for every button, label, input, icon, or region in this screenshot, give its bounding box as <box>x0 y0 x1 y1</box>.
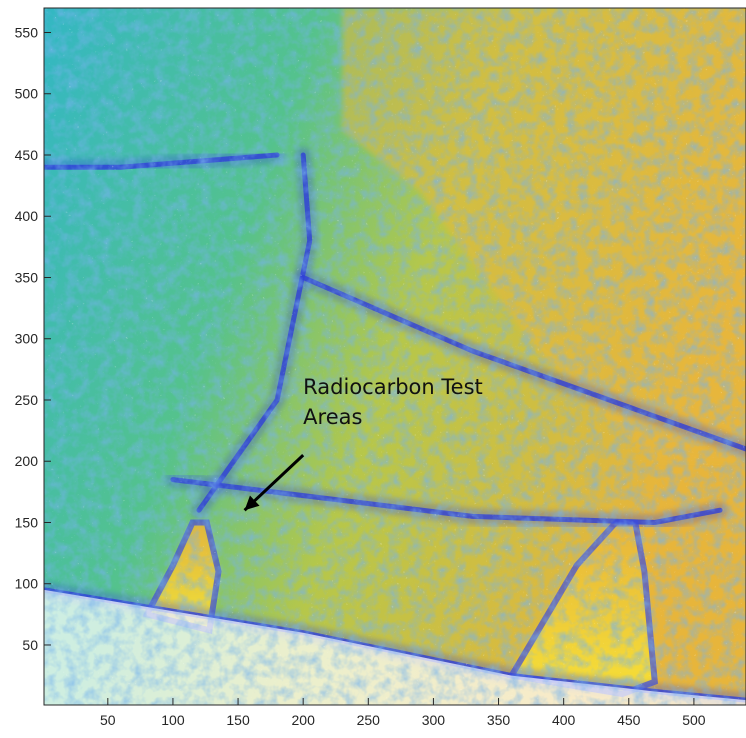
y-tick-label: 200 <box>15 453 39 469</box>
axes: 50 100 150 200 250 300 350 400 450 500 50 100 150 200… <box>15 7 746 728</box>
x-tick-label: 450 <box>617 712 641 728</box>
plot-area <box>44 8 746 705</box>
x-tick-label: 400 <box>552 712 576 728</box>
y-tick-label: 350 <box>15 269 39 285</box>
annotation-text-line: Radiocarbon Test <box>303 375 483 399</box>
x-tick-label: 150 <box>226 712 250 728</box>
y-tick-label: 450 <box>15 147 39 163</box>
y-tick-label: 150 <box>15 514 39 530</box>
y-tick-label: 500 <box>15 86 39 102</box>
y-tick-label: 300 <box>15 331 39 347</box>
x-tick-label: 350 <box>487 712 511 728</box>
y-tick-label: 100 <box>15 576 39 592</box>
x-tick-label: 500 <box>682 712 706 728</box>
y-tick-label: 250 <box>15 392 39 408</box>
contour-gaps <box>44 8 746 705</box>
axes-box <box>43 7 746 706</box>
x-tick-label: 250 <box>357 712 381 728</box>
x-tick-label: 100 <box>161 712 185 728</box>
x-tick-label: 200 <box>292 712 316 728</box>
x-tick-label: 300 <box>422 712 446 728</box>
y-tick-label: 550 <box>15 24 39 40</box>
annotation-layer: Radiocarbon Test Areas <box>243 375 483 512</box>
x-tick-label: 50 <box>100 712 116 728</box>
y-tick-label: 400 <box>15 208 39 224</box>
annotation-text-line: Areas <box>303 405 362 429</box>
annotation-text: Radiocarbon Test Areas <box>303 375 483 429</box>
y-tick-label: 50 <box>22 637 38 653</box>
annotation-arrow-head <box>244 495 260 511</box>
